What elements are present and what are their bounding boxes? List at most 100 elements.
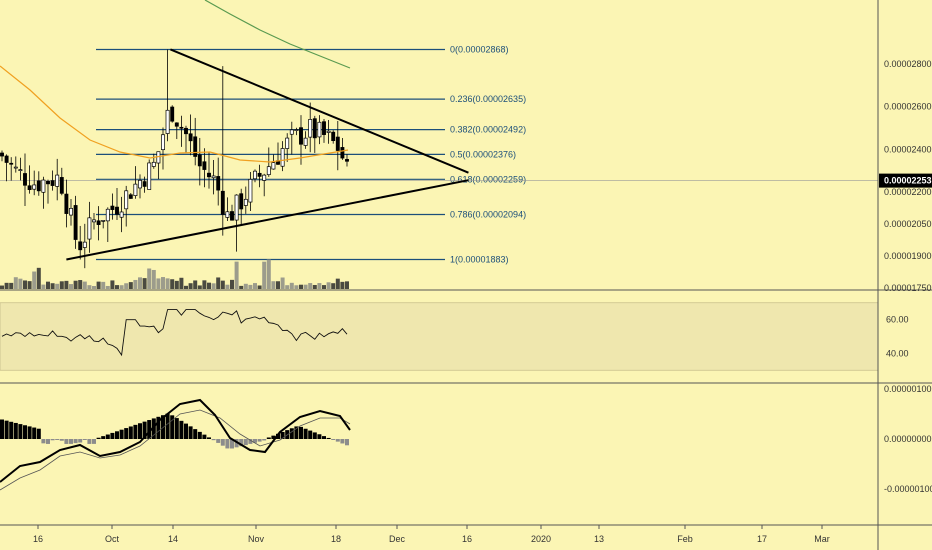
candle-body[interactable]: [248, 178, 253, 203]
candle-body[interactable]: [0, 152, 4, 157]
macd-axis[interactable]: 0.00000100 0.00000000 -0.00000100: [884, 384, 932, 494]
candle-body[interactable]: [207, 172, 211, 178]
volume-bar: [239, 285, 244, 289]
rsi-line[interactable]: [1, 309, 348, 357]
candle-body[interactable]: [124, 190, 129, 210]
candle-body[interactable]: [289, 129, 294, 135]
candle-body[interactable]: [220, 190, 225, 215]
candle-body[interactable]: [285, 137, 290, 149]
last-price-tag[interactable]: [879, 173, 932, 188]
candle-body[interactable]: [230, 211, 234, 221]
candle-body[interactable]: [262, 174, 267, 181]
candle-body[interactable]: [23, 173, 27, 186]
candle-body[interactable]: [294, 129, 299, 131]
candle-body[interactable]: [128, 194, 133, 199]
volume-bar: [9, 282, 14, 289]
candle-body[interactable]: [64, 193, 69, 214]
candle-body[interactable]: [312, 118, 317, 139]
candle-body[interactable]: [4, 155, 9, 163]
candle-body[interactable]: [9, 162, 14, 165]
candle-body[interactable]: [50, 180, 55, 186]
candle-body[interactable]: [138, 179, 142, 189]
candle-body[interactable]: [174, 122, 179, 127]
candle-body[interactable]: [32, 184, 37, 190]
candle-body[interactable]: [239, 193, 244, 210]
candle-body[interactable]: [317, 121, 322, 138]
macd-panel[interactable]: [0, 398, 351, 491]
candle-body[interactable]: [133, 183, 138, 196]
volume-bar: [18, 278, 23, 289]
candle-body[interactable]: [142, 181, 147, 187]
candle-body[interactable]: [170, 106, 175, 122]
candle-body[interactable]: [73, 205, 78, 240]
candle-body[interactable]: [13, 166, 18, 169]
rsi-panel[interactable]: [0, 302, 879, 371]
candle-body[interactable]: [105, 208, 110, 222]
candle-body[interactable]: [340, 147, 345, 159]
candle-body[interactable]: [184, 127, 188, 135]
volume-bar: [55, 283, 60, 289]
candle-body[interactable]: [36, 180, 41, 192]
candle-body[interactable]: [92, 219, 96, 223]
candle-body[interactable]: [280, 148, 285, 167]
candle-body[interactable]: [193, 136, 198, 157]
candle-body[interactable]: [96, 220, 101, 225]
candle-body[interactable]: [101, 220, 106, 222]
rsi-axis[interactable]: 60.00 40.00: [886, 315, 909, 359]
last-price-tag-label: 0.00002253: [884, 176, 932, 186]
price-axis[interactable]: 0.00002800 0.00002600 0.00002400 0.00002200…: [879, 59, 932, 293]
macd-histogram-bar: [179, 420, 184, 439]
fibonacci-level-label: 0.618(0.00002259): [450, 174, 526, 184]
candle-body[interactable]: [299, 127, 303, 145]
fibonacci-level-label: 0.382(0.00002492): [450, 125, 526, 135]
candle-body[interactable]: [151, 161, 156, 167]
price-panel[interactable]: 0(0.00002868) 0.236(0.00002635) 0.382(0.00…: [0, 0, 878, 289]
candle-body[interactable]: [87, 217, 92, 240]
candle-body[interactable]: [41, 179, 46, 193]
candle-body[interactable]: [59, 177, 64, 194]
candle-body[interactable]: [165, 109, 170, 134]
candle-body[interactable]: [216, 176, 221, 191]
candle-body[interactable]: [257, 172, 262, 177]
candle-body[interactable]: [197, 154, 202, 167]
candle-body[interactable]: [82, 241, 87, 248]
candle-body[interactable]: [266, 166, 271, 176]
candle-body[interactable]: [188, 133, 193, 142]
candle-body[interactable]: [345, 159, 349, 162]
candle-body[interactable]: [18, 169, 23, 171]
candle-body[interactable]: [326, 130, 331, 133]
candle-body[interactable]: [161, 134, 165, 151]
candle-body[interactable]: [78, 241, 83, 251]
candle-body[interactable]: [55, 174, 60, 187]
candle-body[interactable]: [303, 137, 308, 146]
candle-body[interactable]: [271, 162, 276, 170]
candle-body[interactable]: [335, 136, 340, 151]
candle-body[interactable]: [69, 207, 73, 216]
price-axis-label: 0.00001750: [884, 283, 932, 293]
candle-body[interactable]: [211, 175, 216, 179]
candle-body[interactable]: [243, 198, 248, 206]
time-axis-label: 16: [33, 534, 43, 544]
candle-body[interactable]: [115, 206, 119, 215]
macd-histogram-bar: [119, 429, 124, 439]
candle-body[interactable]: [234, 194, 239, 221]
volume-bar: [59, 281, 64, 289]
candle-body[interactable]: [322, 121, 326, 135]
candle-body[interactable]: [202, 161, 207, 170]
candle-body[interactable]: [27, 185, 32, 190]
macd-line[interactable]: [0, 398, 351, 483]
candle-body[interactable]: [331, 131, 336, 141]
candle-body[interactable]: [253, 170, 257, 180]
candle-body[interactable]: [147, 162, 152, 190]
triangle-trendline[interactable]: [170, 48, 469, 174]
macd-signal-line[interactable]: [0, 409, 351, 491]
candle-body[interactable]: [110, 205, 115, 210]
time-axis[interactable]: 16 Oct 14 Nov 18 Dec 16 2020 13 Feb 17 Mar: [33, 525, 830, 544]
candle-body[interactable]: [308, 119, 313, 138]
triangle-trendline[interactable]: [66, 179, 469, 261]
candle-body[interactable]: [119, 211, 124, 218]
candle-body[interactable]: [46, 180, 50, 185]
candle-body[interactable]: [225, 211, 230, 218]
candle-body[interactable]: [179, 126, 184, 129]
